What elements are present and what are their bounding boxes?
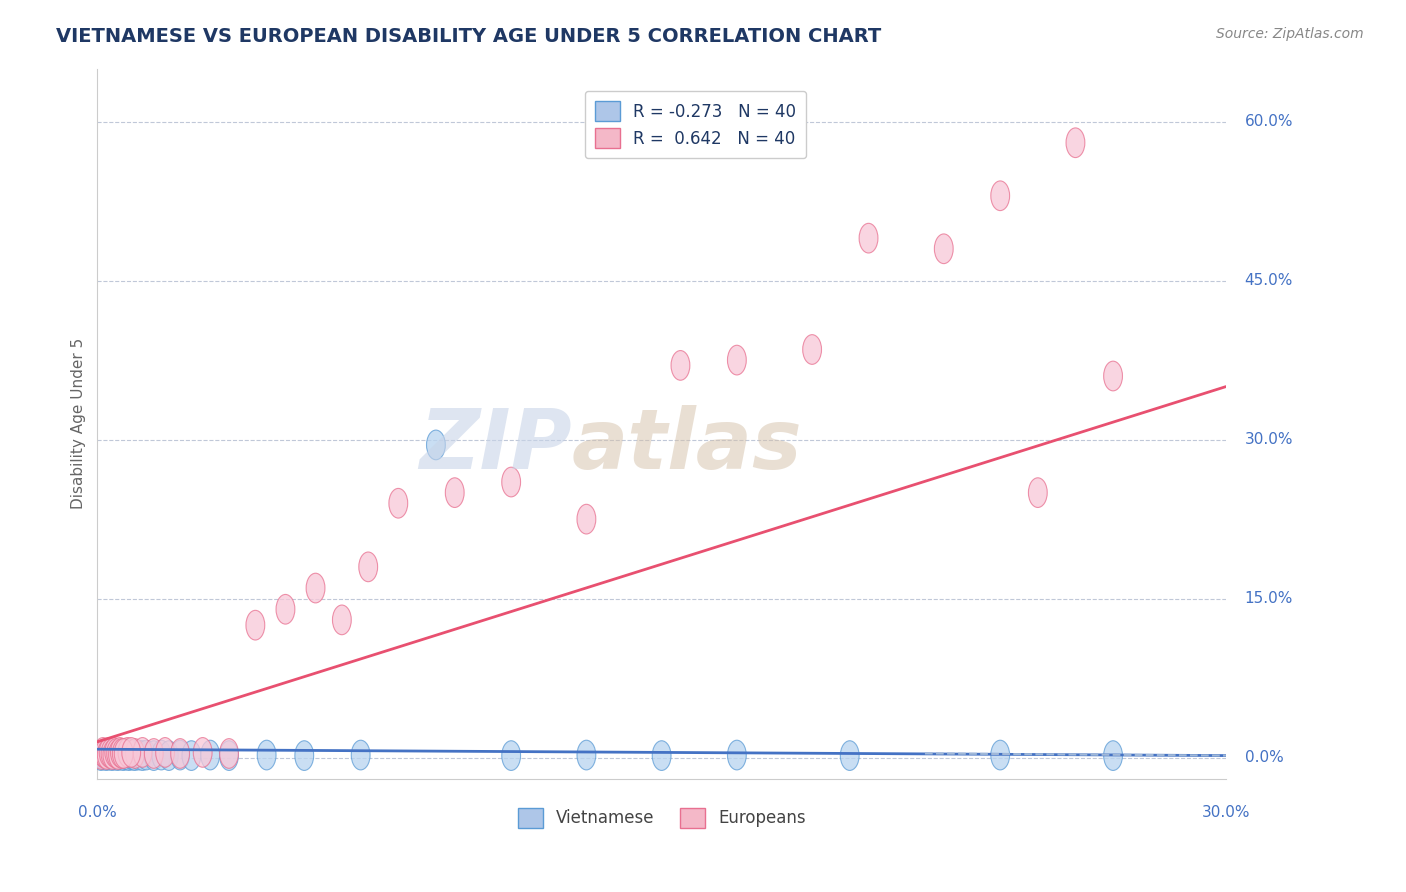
Text: Source: ZipAtlas.com: Source: ZipAtlas.com [1216, 27, 1364, 41]
Legend: Vietnamese, Europeans: Vietnamese, Europeans [510, 801, 813, 835]
Y-axis label: Disability Age Under 5: Disability Age Under 5 [72, 338, 86, 509]
Text: VIETNAMESE VS EUROPEAN DISABILITY AGE UNDER 5 CORRELATION CHART: VIETNAMESE VS EUROPEAN DISABILITY AGE UN… [56, 27, 882, 45]
Text: 45.0%: 45.0% [1244, 273, 1294, 288]
Text: 30.0%: 30.0% [1244, 432, 1294, 447]
Text: ZIP: ZIP [419, 405, 571, 485]
Text: 0.0%: 0.0% [1244, 750, 1284, 765]
Text: atlas: atlas [571, 405, 801, 485]
Text: 30.0%: 30.0% [1202, 805, 1250, 821]
Text: 0.0%: 0.0% [77, 805, 117, 821]
Text: 60.0%: 60.0% [1244, 114, 1294, 129]
Text: 15.0%: 15.0% [1244, 591, 1294, 607]
